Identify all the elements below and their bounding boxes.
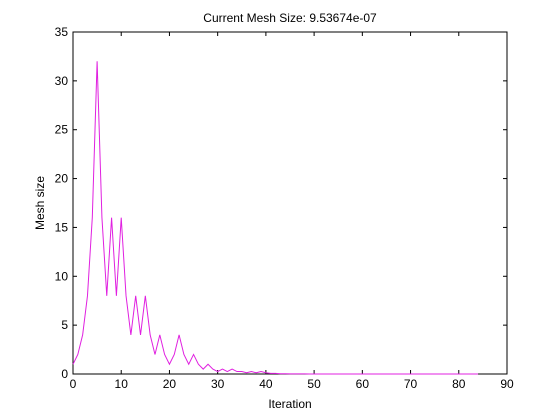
x-tick-label: 60 bbox=[356, 377, 370, 391]
chart-title: Current Mesh Size: 9.53674e-07 bbox=[203, 11, 377, 25]
y-tick-label: 15 bbox=[55, 220, 69, 234]
x-tick-label: 90 bbox=[500, 377, 514, 391]
plot-area bbox=[72, 31, 508, 375]
x-tick-label: 70 bbox=[404, 377, 418, 391]
x-axis-label: Iteration bbox=[268, 397, 311, 411]
x-tick-label: 40 bbox=[259, 377, 273, 391]
y-tick-label: 30 bbox=[55, 74, 69, 88]
y-tick-label: 0 bbox=[61, 367, 68, 381]
y-tick-label: 5 bbox=[61, 318, 68, 332]
x-tick-label: 0 bbox=[70, 377, 77, 391]
y-axis-ticks: 0 5 10 15 20 25 30 35 bbox=[55, 25, 507, 381]
y-axis-label: Mesh size bbox=[33, 176, 47, 230]
x-tick-label: 50 bbox=[307, 377, 321, 391]
y-tick-label: 25 bbox=[55, 123, 69, 137]
series-line bbox=[72, 61, 479, 375]
y-tick-label: 35 bbox=[55, 25, 69, 39]
x-tick-label: 80 bbox=[452, 377, 466, 391]
x-tick-label: 20 bbox=[163, 377, 177, 391]
x-tick-label: 30 bbox=[211, 377, 225, 391]
x-axis-ticks: 0 10 20 30 40 50 60 70 80 90 bbox=[70, 32, 514, 391]
y-tick-label: 20 bbox=[55, 172, 69, 186]
x-tick-label: 10 bbox=[115, 377, 129, 391]
y-tick-label: 10 bbox=[55, 269, 69, 283]
